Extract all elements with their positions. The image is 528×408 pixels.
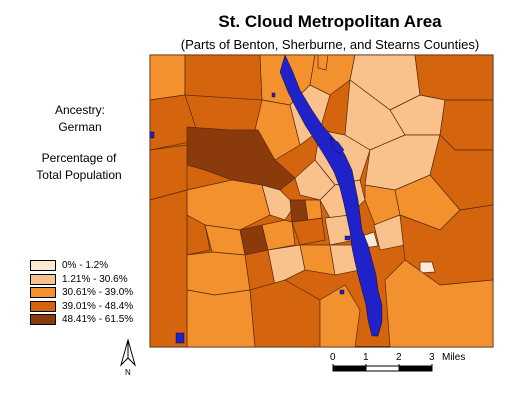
lake <box>149 131 155 139</box>
tract <box>319 284 361 348</box>
map-title: St. Cloud Metropolitan Area <box>218 12 442 31</box>
lake <box>339 289 345 295</box>
tract <box>186 289 256 348</box>
water-bodies <box>149 54 383 344</box>
river <box>279 54 383 337</box>
tract <box>149 54 186 101</box>
legend-item: 30.61% - 39.0% <box>30 286 133 300</box>
scale-tick-label: 1 <box>363 352 369 363</box>
tract <box>261 219 296 251</box>
variable-label: Ancestry: <box>54 103 105 117</box>
tract <box>384 259 494 348</box>
scale-bar <box>332 364 433 372</box>
lake <box>344 235 351 241</box>
north-arrow-icon <box>120 338 136 367</box>
legend-swatch <box>30 314 56 326</box>
tract <box>261 184 296 221</box>
north-arrow-label: N <box>125 368 131 377</box>
legend: 0% - 1.2% 1.21% - 30.6% 30.61% - 39.0% 3… <box>30 259 133 327</box>
legend-item: 39.01% - 48.4% <box>30 300 133 314</box>
legend-label: 30.61% - 39.0% <box>62 287 134 299</box>
legend-swatch <box>30 260 56 272</box>
scale-bar-labels: 0 1 2 3 Miles <box>320 352 480 366</box>
measure-label: Percentage of <box>41 151 117 165</box>
scale-tick-label: 2 <box>396 352 402 363</box>
legend-label: 48.41% - 61.5% <box>62 314 134 326</box>
tract <box>291 217 326 246</box>
tract <box>149 189 188 348</box>
legend-swatch <box>30 273 56 285</box>
map-subtitle: (Parts of Benton, Sherburne, and Stearns… <box>180 37 480 52</box>
tract <box>414 54 494 101</box>
tract <box>304 199 323 221</box>
tract <box>419 261 436 274</box>
tract <box>317 54 329 71</box>
lake <box>271 92 276 98</box>
scale-tick-label: 3 <box>429 352 435 363</box>
lake <box>175 332 185 344</box>
tract <box>186 251 251 296</box>
tract <box>184 54 263 101</box>
legend-label: 1.21% - 30.6% <box>62 273 128 285</box>
legend-item: 0% - 1.2% <box>30 259 133 273</box>
legend-label: 39.01% - 48.4% <box>62 300 134 312</box>
legend-label: 0% - 1.2% <box>62 260 109 272</box>
legend-item: 1.21% - 30.6% <box>30 273 133 287</box>
legend-swatch <box>30 300 56 312</box>
tract <box>267 244 306 286</box>
river-branch <box>329 137 345 155</box>
measure-label-continued: Total Population <box>36 168 122 182</box>
legend-item: 48.41% - 61.5% <box>30 313 133 327</box>
legend-swatch <box>30 287 56 299</box>
scale-tick-label: 0 <box>330 352 336 363</box>
variable-value: German <box>58 120 102 134</box>
scale-unit-label: Miles <box>442 352 466 363</box>
